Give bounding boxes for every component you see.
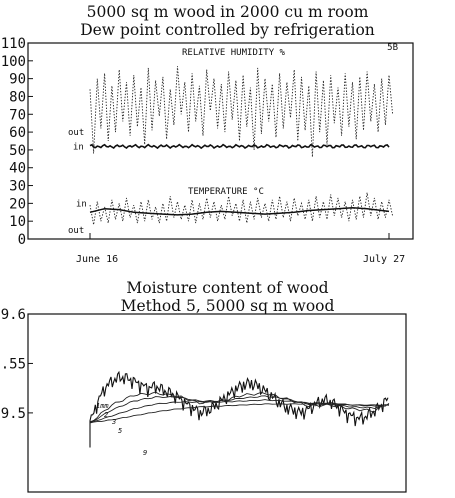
mc-5-line <box>89 399 390 424</box>
top-x-tick-label: July 27 <box>363 254 405 265</box>
bottom-chart-title: Moisture content of wood <box>126 279 329 297</box>
curve-label-9: 9 <box>143 449 147 457</box>
top-y-tick-label: 20 <box>9 196 26 212</box>
curve-label-5: 5 <box>118 427 122 435</box>
top-plot-frame <box>27 42 414 240</box>
mc-2-line <box>89 391 390 423</box>
temp-in-line <box>89 207 390 216</box>
rh-out-label: out <box>68 128 84 138</box>
top-y-tick-label: 90 <box>9 72 26 88</box>
curve-label-3: 3 <box>111 418 116 426</box>
temp-annotation: TEMPERATURE °C <box>188 187 264 197</box>
top-y-tick-label: 30 <box>9 179 26 195</box>
top-y-tick-label: 40 <box>9 161 26 177</box>
rh-in-line <box>89 143 390 150</box>
rh-in-label: in <box>73 142 84 152</box>
bottom-y-tick-label: 9.6 <box>1 307 26 323</box>
temp-in-label: in <box>76 199 87 209</box>
top-y-tick-label: 10 <box>9 214 26 230</box>
temp-out-label: out <box>68 226 84 236</box>
mc-3-line <box>89 395 390 423</box>
mc-1mm-line <box>89 370 389 448</box>
curve-label-1mm: 1mm <box>96 402 109 410</box>
top-y-tick-label: 70 <box>9 107 26 123</box>
panel-label: 5B <box>387 43 398 53</box>
top-y-tick-label: 50 <box>9 143 26 159</box>
top-chart-title: 5000 sq m wood in 2000 cu m room <box>86 3 369 21</box>
top-y-tick-label: 110 <box>1 36 26 52</box>
bottom-plot-frame <box>27 313 407 493</box>
rh-annotation: RELATIVE HUMIDITY % <box>182 48 286 58</box>
top-y-tick-label: 60 <box>9 125 26 141</box>
mc-9-line <box>89 403 390 424</box>
bottom-chart-subtitle: Method 5, 5000 sq m wood <box>120 297 335 315</box>
top-y-tick-label: 80 <box>9 89 26 105</box>
top-x-tick-label: June 16 <box>76 254 118 265</box>
top-y-tick-label: 100 <box>1 54 26 70</box>
top-y-tick-label: 0 <box>18 232 26 248</box>
curve-label-2: 2 <box>104 411 108 419</box>
bottom-y-tick-label: 9.5 <box>1 406 26 422</box>
rh-out-line <box>89 66 394 158</box>
bottom-y-tick-label: 9.55 <box>0 356 26 372</box>
top-chart-subtitle: Dew point controlled by refrigeration <box>80 21 375 39</box>
temp-out-line <box>89 192 394 225</box>
